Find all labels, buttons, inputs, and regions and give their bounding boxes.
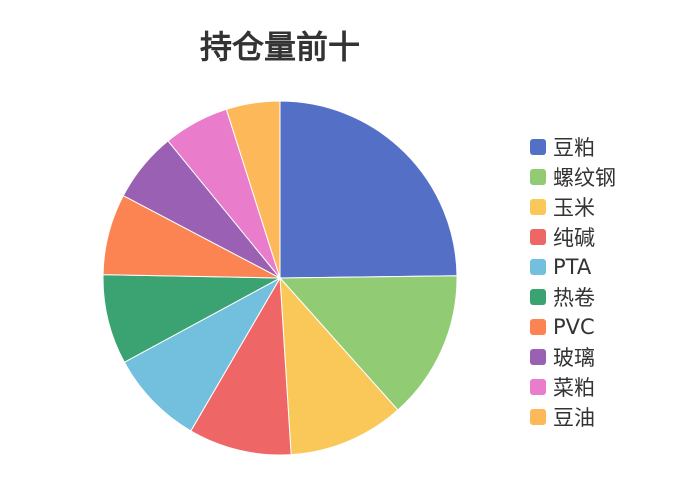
legend-label: 玻璃 (553, 346, 595, 370)
legend-swatch (530, 229, 546, 245)
legend-label: PTA (553, 255, 592, 279)
legend-item[interactable]: 菜粕 (530, 372, 616, 402)
legend-label: 纯碱 (553, 226, 595, 250)
legend-swatch (530, 259, 546, 275)
pie-slice-5[interactable] (102, 274, 282, 363)
legend-item[interactable]: PVC (530, 312, 616, 342)
legend-swatch (530, 139, 546, 155)
legend-label: 豆油 (553, 406, 595, 430)
legend-swatch (530, 319, 546, 335)
legend-label: 热卷 (553, 286, 595, 310)
legend-item[interactable]: 玻璃 (530, 342, 616, 372)
legend-item[interactable]: 螺纹钢 (530, 162, 616, 192)
legend-swatch (530, 199, 546, 215)
pie-slice-1[interactable] (278, 275, 458, 411)
legend-swatch (530, 409, 546, 425)
pie-slice-4[interactable] (123, 276, 282, 432)
legend-swatch (530, 349, 546, 365)
legend-swatch (530, 379, 546, 395)
legend-label: PVC (553, 315, 595, 339)
chart-title: 持仓量前十 (199, 28, 360, 66)
legend-swatch (530, 289, 546, 305)
legend-label: 菜粕 (553, 376, 595, 400)
legend-item[interactable]: 纯碱 (530, 222, 616, 252)
legend-label: 螺纹钢 (553, 166, 616, 190)
legend-item[interactable]: 玉米 (530, 192, 616, 222)
legend-item[interactable]: PTA (530, 252, 616, 282)
legend-label: 玉米 (553, 196, 595, 220)
legend-item[interactable]: 热卷 (530, 282, 616, 312)
pie-slice-2[interactable] (279, 276, 399, 456)
legend-swatch (530, 169, 546, 185)
legend-item[interactable]: 豆油 (530, 402, 616, 432)
legend: 豆粕螺纹钢玉米纯碱 PTA 热卷 PVC 玻璃菜粕豆油 (530, 132, 616, 432)
legend-item[interactable]: 豆粕 (530, 132, 616, 162)
pie-slice-0[interactable] (279, 100, 458, 279)
pie-slice-9[interactable] (225, 100, 281, 279)
legend-label: 豆粕 (553, 136, 595, 160)
pie-slice-3[interactable] (190, 276, 292, 456)
